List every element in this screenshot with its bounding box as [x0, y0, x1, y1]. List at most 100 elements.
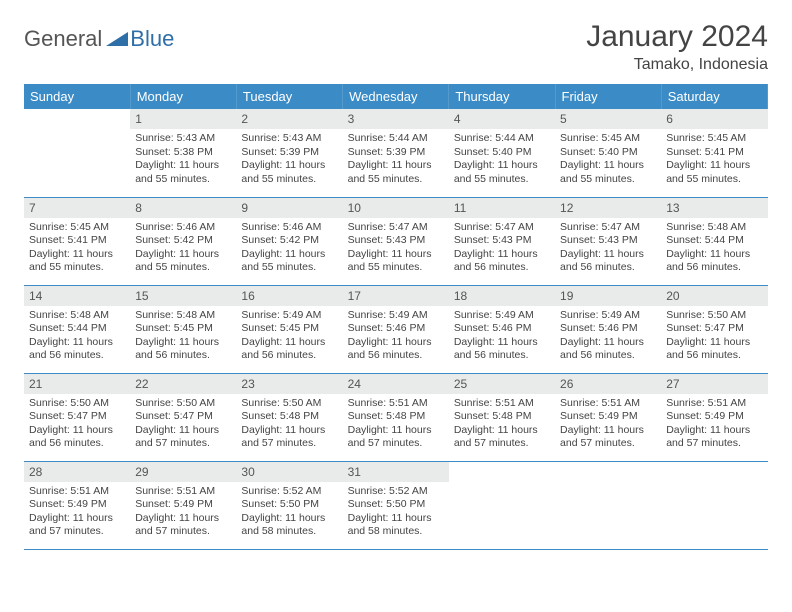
calendar-cell [661, 461, 767, 549]
day-number: 11 [449, 198, 555, 218]
day-content: Sunrise: 5:51 AMSunset: 5:49 PMDaylight:… [661, 394, 767, 455]
day-content: Sunrise: 5:52 AMSunset: 5:50 PMDaylight:… [236, 482, 342, 543]
day-number: 29 [130, 462, 236, 482]
day-number: 20 [661, 286, 767, 306]
day-number: 12 [555, 198, 661, 218]
calendar-table: SundayMondayTuesdayWednesdayThursdayFrid… [24, 84, 768, 550]
logo: General Blue [24, 20, 174, 52]
calendar-cell: 5Sunrise: 5:45 AMSunset: 5:40 PMDaylight… [555, 109, 661, 197]
title-block: January 2024 Tamako, Indonesia [586, 20, 768, 74]
day-content: Sunrise: 5:51 AMSunset: 5:49 PMDaylight:… [130, 482, 236, 543]
day-content: Sunrise: 5:46 AMSunset: 5:42 PMDaylight:… [130, 218, 236, 279]
day-number: 9 [236, 198, 342, 218]
calendar-cell: 8Sunrise: 5:46 AMSunset: 5:42 PMDaylight… [130, 197, 236, 285]
calendar-cell: 23Sunrise: 5:50 AMSunset: 5:48 PMDayligh… [236, 373, 342, 461]
day-number: 17 [343, 286, 449, 306]
calendar-cell: 30Sunrise: 5:52 AMSunset: 5:50 PMDayligh… [236, 461, 342, 549]
calendar-week-row: 1Sunrise: 5:43 AMSunset: 5:38 PMDaylight… [24, 109, 768, 197]
day-number: 1 [130, 109, 236, 129]
day-content: Sunrise: 5:51 AMSunset: 5:49 PMDaylight:… [24, 482, 130, 543]
calendar-cell: 1Sunrise: 5:43 AMSunset: 5:38 PMDaylight… [130, 109, 236, 197]
calendar-cell: 3Sunrise: 5:44 AMSunset: 5:39 PMDaylight… [343, 109, 449, 197]
calendar-cell: 24Sunrise: 5:51 AMSunset: 5:48 PMDayligh… [343, 373, 449, 461]
day-content: Sunrise: 5:48 AMSunset: 5:44 PMDaylight:… [24, 306, 130, 367]
weekday-header: Saturday [661, 84, 767, 109]
day-content: Sunrise: 5:49 AMSunset: 5:45 PMDaylight:… [236, 306, 342, 367]
calendar-cell: 7Sunrise: 5:45 AMSunset: 5:41 PMDaylight… [24, 197, 130, 285]
day-number: 10 [343, 198, 449, 218]
weekday-header: Thursday [449, 84, 555, 109]
day-number: 15 [130, 286, 236, 306]
calendar-cell: 2Sunrise: 5:43 AMSunset: 5:39 PMDaylight… [236, 109, 342, 197]
calendar-cell [449, 461, 555, 549]
day-number: 23 [236, 374, 342, 394]
day-number: 16 [236, 286, 342, 306]
logo-text-general: General [24, 26, 102, 52]
calendar-cell: 28Sunrise: 5:51 AMSunset: 5:49 PMDayligh… [24, 461, 130, 549]
calendar-cell [555, 461, 661, 549]
day-number: 5 [555, 109, 661, 129]
calendar-cell: 21Sunrise: 5:50 AMSunset: 5:47 PMDayligh… [24, 373, 130, 461]
day-number: 27 [661, 374, 767, 394]
calendar-body: 1Sunrise: 5:43 AMSunset: 5:38 PMDaylight… [24, 109, 768, 549]
calendar-cell: 11Sunrise: 5:47 AMSunset: 5:43 PMDayligh… [449, 197, 555, 285]
day-content: Sunrise: 5:44 AMSunset: 5:39 PMDaylight:… [343, 129, 449, 190]
calendar-cell: 13Sunrise: 5:48 AMSunset: 5:44 PMDayligh… [661, 197, 767, 285]
calendar-cell: 9Sunrise: 5:46 AMSunset: 5:42 PMDaylight… [236, 197, 342, 285]
location: Tamako, Indonesia [586, 56, 768, 74]
calendar-cell [24, 109, 130, 197]
day-content: Sunrise: 5:50 AMSunset: 5:47 PMDaylight:… [130, 394, 236, 455]
month-title: January 2024 [586, 20, 768, 54]
day-content: Sunrise: 5:47 AMSunset: 5:43 PMDaylight:… [449, 218, 555, 279]
day-content: Sunrise: 5:48 AMSunset: 5:45 PMDaylight:… [130, 306, 236, 367]
day-content: Sunrise: 5:49 AMSunset: 5:46 PMDaylight:… [343, 306, 449, 367]
day-number: 8 [130, 198, 236, 218]
weekday-header: Friday [555, 84, 661, 109]
day-number: 2 [236, 109, 342, 129]
day-number: 13 [661, 198, 767, 218]
day-content: Sunrise: 5:51 AMSunset: 5:48 PMDaylight:… [343, 394, 449, 455]
day-content: Sunrise: 5:50 AMSunset: 5:47 PMDaylight:… [661, 306, 767, 367]
day-number: 28 [24, 462, 130, 482]
day-content: Sunrise: 5:50 AMSunset: 5:48 PMDaylight:… [236, 394, 342, 455]
day-number: 7 [24, 198, 130, 218]
calendar-cell: 19Sunrise: 5:49 AMSunset: 5:46 PMDayligh… [555, 285, 661, 373]
day-number: 14 [24, 286, 130, 306]
day-content: Sunrise: 5:43 AMSunset: 5:38 PMDaylight:… [130, 129, 236, 190]
weekday-header: Monday [130, 84, 236, 109]
logo-triangle-icon [106, 28, 128, 51]
day-number: 3 [343, 109, 449, 129]
calendar-cell: 15Sunrise: 5:48 AMSunset: 5:45 PMDayligh… [130, 285, 236, 373]
day-number: 19 [555, 286, 661, 306]
day-content: Sunrise: 5:52 AMSunset: 5:50 PMDaylight:… [343, 482, 449, 543]
calendar-cell: 18Sunrise: 5:49 AMSunset: 5:46 PMDayligh… [449, 285, 555, 373]
calendar-week-row: 7Sunrise: 5:45 AMSunset: 5:41 PMDaylight… [24, 197, 768, 285]
calendar-cell: 29Sunrise: 5:51 AMSunset: 5:49 PMDayligh… [130, 461, 236, 549]
calendar-week-row: 14Sunrise: 5:48 AMSunset: 5:44 PMDayligh… [24, 285, 768, 373]
weekday-header: Tuesday [236, 84, 342, 109]
calendar-cell: 17Sunrise: 5:49 AMSunset: 5:46 PMDayligh… [343, 285, 449, 373]
weekday-header: Wednesday [343, 84, 449, 109]
calendar-cell: 16Sunrise: 5:49 AMSunset: 5:45 PMDayligh… [236, 285, 342, 373]
logo-text-blue: Blue [130, 26, 174, 52]
day-content: Sunrise: 5:47 AMSunset: 5:43 PMDaylight:… [555, 218, 661, 279]
calendar-cell: 27Sunrise: 5:51 AMSunset: 5:49 PMDayligh… [661, 373, 767, 461]
day-number: 26 [555, 374, 661, 394]
day-content: Sunrise: 5:51 AMSunset: 5:48 PMDaylight:… [449, 394, 555, 455]
day-content: Sunrise: 5:51 AMSunset: 5:49 PMDaylight:… [555, 394, 661, 455]
day-content: Sunrise: 5:43 AMSunset: 5:39 PMDaylight:… [236, 129, 342, 190]
day-content: Sunrise: 5:46 AMSunset: 5:42 PMDaylight:… [236, 218, 342, 279]
calendar-cell: 6Sunrise: 5:45 AMSunset: 5:41 PMDaylight… [661, 109, 767, 197]
day-number: 31 [343, 462, 449, 482]
day-content: Sunrise: 5:48 AMSunset: 5:44 PMDaylight:… [661, 218, 767, 279]
calendar-cell: 4Sunrise: 5:44 AMSunset: 5:40 PMDaylight… [449, 109, 555, 197]
weekday-header: Sunday [24, 84, 130, 109]
day-content: Sunrise: 5:45 AMSunset: 5:41 PMDaylight:… [661, 129, 767, 190]
calendar-cell: 22Sunrise: 5:50 AMSunset: 5:47 PMDayligh… [130, 373, 236, 461]
day-number: 18 [449, 286, 555, 306]
calendar-cell: 12Sunrise: 5:47 AMSunset: 5:43 PMDayligh… [555, 197, 661, 285]
day-number: 4 [449, 109, 555, 129]
day-content: Sunrise: 5:45 AMSunset: 5:40 PMDaylight:… [555, 129, 661, 190]
day-number: 22 [130, 374, 236, 394]
day-number: 25 [449, 374, 555, 394]
